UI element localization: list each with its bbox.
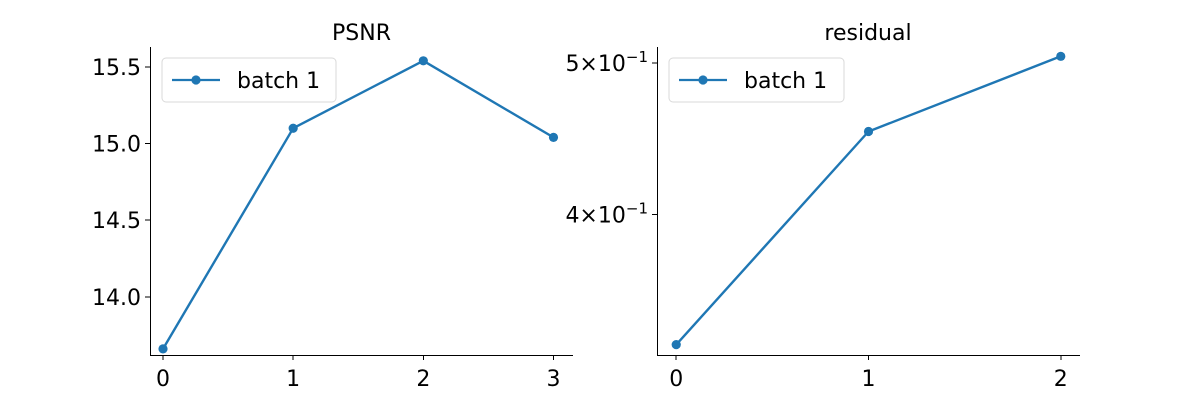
data-point-residual (863, 126, 874, 137)
x-tick-label-residual: 1 (862, 367, 876, 392)
legend-psnr: batch 1 (161, 57, 337, 103)
chart-title-psnr: PSNR (332, 21, 391, 46)
data-point-residual (1056, 51, 1066, 61)
plot-area-residual (671, 51, 1066, 350)
y-tick-label-psnr: 15.5 (92, 56, 141, 81)
chart-psnr: PSNR 14.0 14.5 15.0 15.5 0 1 2 3 batch 1 (92, 21, 573, 392)
y-tick-label-residual: 5×10−1 (565, 48, 648, 77)
x-tick-label-residual: 2 (1054, 367, 1068, 392)
legend-frame-residual (668, 57, 845, 103)
data-point-psnr (418, 56, 428, 66)
x-tick-label-residual: 0 (669, 367, 683, 392)
legend-label-residual: batch 1 (744, 69, 827, 94)
data-point-psnr (158, 344, 168, 354)
legend-marker-residual (698, 75, 708, 85)
y-tick-label-residual: 4×10−1 (565, 199, 648, 228)
x-tick-label-psnr: 1 (286, 367, 300, 392)
plot-area-psnr (158, 56, 559, 354)
x-ticks-psnr: 0 1 2 3 (156, 355, 560, 392)
legend-label-psnr: batch 1 (237, 69, 320, 94)
legend-residual: batch 1 (668, 57, 845, 103)
y-ticks-residual: 4×10−1 5×10−1 (565, 48, 657, 228)
y-ticks-psnr: 14.0 14.5 15.0 15.5 (92, 56, 150, 311)
legend-frame-psnr (161, 57, 337, 103)
x-tick-label-psnr: 0 (156, 367, 170, 392)
y-tick-label-psnr: 14.5 (92, 209, 141, 234)
data-point-residual (671, 340, 681, 350)
chart-title-residual: residual (824, 21, 911, 46)
y-tick-label-psnr: 15.0 (92, 133, 141, 158)
y-tick-label-psnr: 14.0 (92, 286, 141, 311)
chart-residual: residual 4×10−1 5×10−1 0 1 2 batch 1 (565, 21, 1080, 392)
data-point-psnr (548, 132, 559, 143)
x-ticks-residual: 0 1 2 (669, 355, 1068, 392)
data-point-psnr (288, 123, 298, 133)
x-tick-label-psnr: 2 (416, 367, 430, 392)
series-line-psnr (161, 59, 555, 351)
x-tick-label-psnr: 3 (546, 367, 560, 392)
legend-marker-psnr (191, 75, 201, 85)
